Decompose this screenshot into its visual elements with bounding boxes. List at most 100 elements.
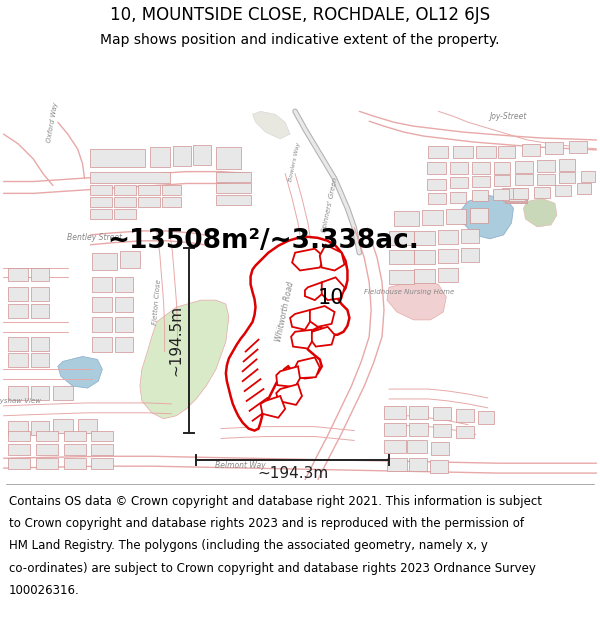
Text: Joy-Street: Joy-Street xyxy=(489,112,526,121)
Bar xyxy=(92,278,112,292)
Bar xyxy=(8,386,28,400)
Bar xyxy=(114,198,136,208)
Bar xyxy=(537,174,555,186)
Text: HM Land Registry. The polygons (including the associated geometry, namely x, y: HM Land Registry. The polygons (includin… xyxy=(9,539,488,552)
Bar xyxy=(216,196,251,205)
Bar xyxy=(534,188,550,198)
Bar xyxy=(161,198,181,208)
Bar xyxy=(523,144,540,156)
Bar xyxy=(478,411,494,424)
Bar xyxy=(8,288,28,301)
Polygon shape xyxy=(226,237,349,431)
Bar xyxy=(413,269,436,283)
Polygon shape xyxy=(58,356,103,388)
Bar xyxy=(439,230,458,244)
Bar xyxy=(216,172,251,181)
Bar xyxy=(431,442,449,455)
Polygon shape xyxy=(260,396,285,418)
Bar xyxy=(389,271,413,284)
Bar xyxy=(31,386,49,400)
Bar xyxy=(461,248,479,262)
Text: Map shows position and indicative extent of the property.: Map shows position and indicative extent… xyxy=(100,32,500,47)
Bar xyxy=(150,147,170,167)
Bar xyxy=(64,444,86,455)
Bar xyxy=(472,176,490,188)
Bar xyxy=(409,406,428,419)
Text: ~194.5m: ~194.5m xyxy=(168,304,183,376)
Bar xyxy=(91,149,145,167)
Bar xyxy=(407,441,427,453)
Bar xyxy=(503,190,525,201)
Bar xyxy=(64,431,86,441)
Bar xyxy=(8,337,28,351)
Polygon shape xyxy=(523,198,557,227)
Bar xyxy=(64,458,86,469)
Bar xyxy=(31,288,49,301)
Bar xyxy=(505,192,527,202)
Bar xyxy=(8,431,30,441)
Bar xyxy=(92,337,112,351)
Bar xyxy=(439,249,458,262)
Bar xyxy=(114,186,136,196)
Bar xyxy=(31,337,49,351)
Bar xyxy=(515,161,533,172)
Bar xyxy=(91,458,113,469)
Bar xyxy=(8,458,30,469)
Bar xyxy=(115,297,133,312)
Bar xyxy=(53,419,73,432)
Bar xyxy=(384,406,406,419)
Bar xyxy=(427,179,446,191)
Polygon shape xyxy=(253,111,290,139)
Bar xyxy=(389,250,413,264)
Polygon shape xyxy=(291,330,312,349)
Bar xyxy=(31,304,49,318)
Bar xyxy=(115,278,133,292)
Bar xyxy=(120,251,140,269)
Bar xyxy=(422,210,443,225)
Bar xyxy=(494,174,509,186)
Bar xyxy=(115,337,133,351)
Bar xyxy=(8,268,28,281)
Bar xyxy=(409,458,427,471)
Polygon shape xyxy=(290,310,310,330)
Bar xyxy=(115,317,133,332)
Bar xyxy=(555,186,571,196)
Polygon shape xyxy=(320,278,344,300)
Bar xyxy=(173,146,191,166)
Polygon shape xyxy=(140,300,229,419)
Bar xyxy=(216,184,251,193)
Bar xyxy=(439,269,458,282)
Bar xyxy=(494,162,509,174)
Bar xyxy=(91,186,112,196)
Bar xyxy=(505,192,527,203)
Bar xyxy=(545,142,563,154)
Bar xyxy=(31,421,49,434)
Bar xyxy=(36,431,58,441)
Bar xyxy=(387,458,407,471)
Text: 100026316.: 100026316. xyxy=(9,584,80,598)
Bar xyxy=(577,184,590,194)
Bar xyxy=(428,146,448,158)
Text: Bowlers Way: Bowlers Way xyxy=(289,142,302,182)
Bar xyxy=(31,268,49,281)
Bar xyxy=(428,193,446,204)
Bar xyxy=(161,186,181,196)
Bar xyxy=(430,460,448,473)
Bar xyxy=(456,426,474,439)
Text: Fieldhouse Nursing Home: Fieldhouse Nursing Home xyxy=(364,289,454,295)
Bar xyxy=(505,191,526,202)
Bar xyxy=(470,208,488,223)
Polygon shape xyxy=(305,282,322,300)
Bar xyxy=(456,409,474,422)
Bar xyxy=(537,160,555,172)
Bar xyxy=(476,146,496,158)
Bar xyxy=(493,189,509,200)
Bar xyxy=(461,229,479,242)
Bar xyxy=(91,172,170,184)
Polygon shape xyxy=(292,249,325,271)
Bar xyxy=(502,188,523,199)
Text: co-ordinates) are subject to Crown copyright and database rights 2023 Ordnance S: co-ordinates) are subject to Crown copyr… xyxy=(9,562,536,575)
Bar xyxy=(394,211,419,226)
Bar xyxy=(472,162,490,174)
Bar xyxy=(8,444,30,455)
